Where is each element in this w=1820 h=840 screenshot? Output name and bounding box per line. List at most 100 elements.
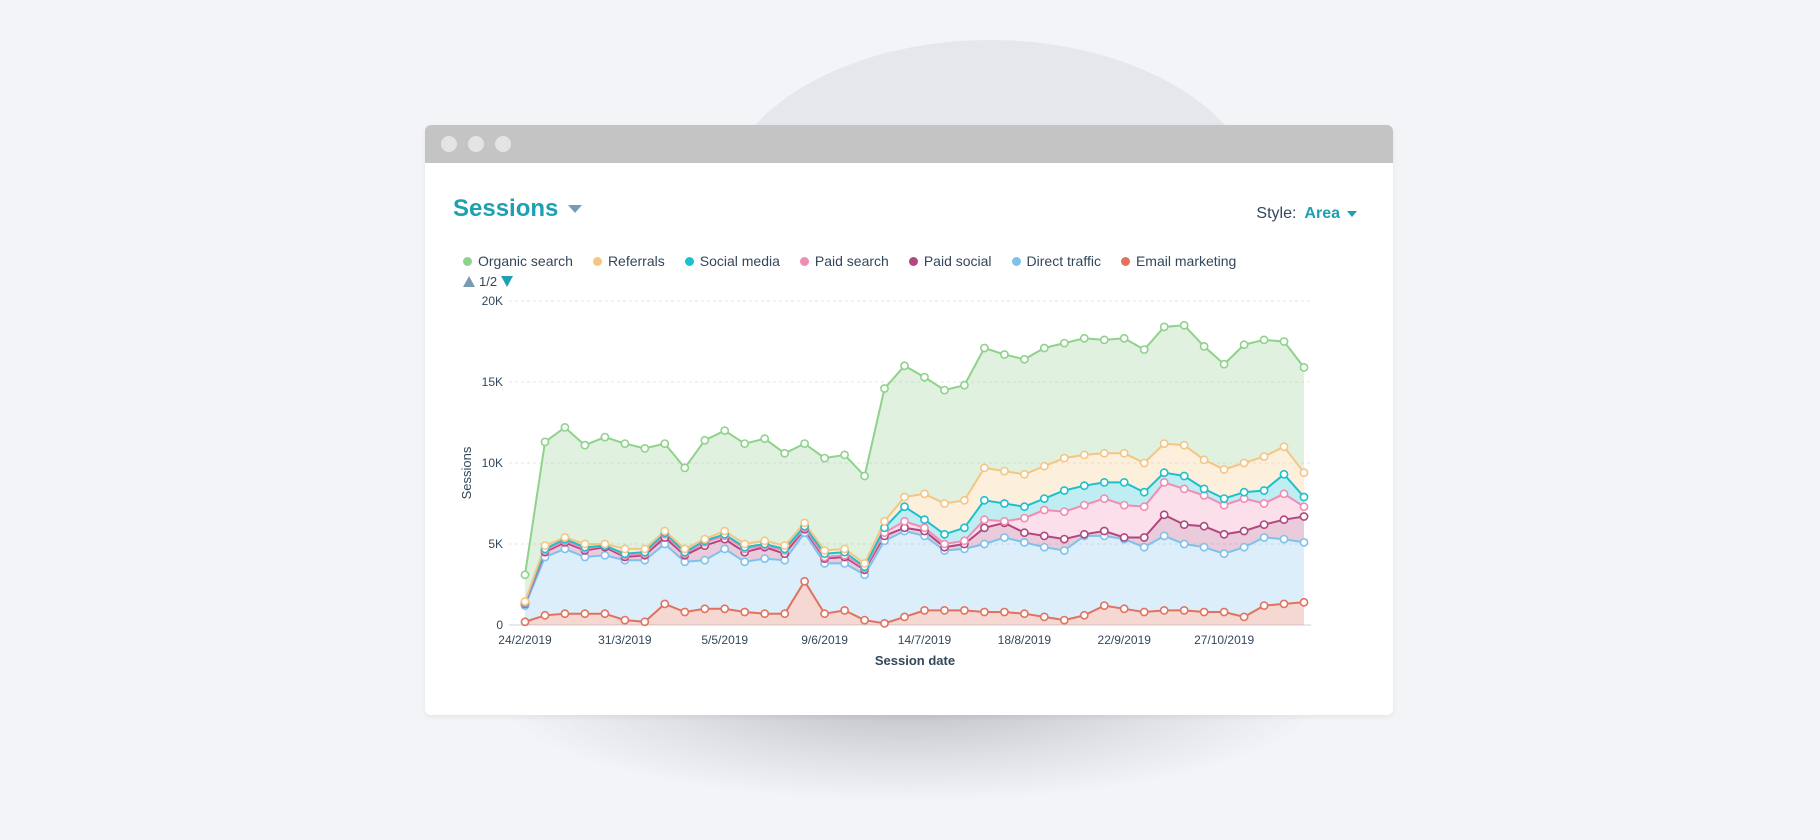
- data-point[interactable]: [1299, 362, 1309, 372]
- data-point[interactable]: [1179, 520, 1189, 529]
- data-point[interactable]: [980, 607, 989, 617]
- data-point[interactable]: [940, 529, 949, 539]
- data-point[interactable]: [920, 372, 929, 382]
- data-point[interactable]: [1179, 320, 1189, 330]
- data-point[interactable]: [1159, 477, 1169, 487]
- data-point[interactable]: [1199, 542, 1209, 552]
- data-point[interactable]: [1159, 605, 1169, 615]
- data-point[interactable]: [1279, 515, 1289, 525]
- data-point[interactable]: [1279, 599, 1289, 609]
- data-point[interactable]: [1099, 335, 1109, 345]
- data-point[interactable]: [1079, 481, 1089, 491]
- data-point[interactable]: [1159, 531, 1169, 541]
- data-point[interactable]: [540, 610, 550, 620]
- data-point[interactable]: [700, 435, 710, 445]
- data-point[interactable]: [1000, 499, 1009, 508]
- data-point[interactable]: [1259, 601, 1269, 610]
- data-point[interactable]: [880, 384, 889, 393]
- data-point[interactable]: [980, 495, 989, 505]
- data-point[interactable]: [1139, 487, 1149, 497]
- data-point[interactable]: [780, 541, 790, 550]
- data-point[interactable]: [1159, 510, 1169, 520]
- data-point[interactable]: [700, 555, 710, 565]
- data-point[interactable]: [980, 515, 989, 525]
- data-point[interactable]: [1219, 607, 1229, 617]
- data-point[interactable]: [1059, 546, 1069, 555]
- data-point[interactable]: [760, 536, 770, 546]
- data-point[interactable]: [840, 450, 849, 460]
- data-point[interactable]: [1199, 455, 1209, 465]
- data-point[interactable]: [1139, 607, 1149, 617]
- data-point[interactable]: [540, 541, 550, 550]
- data-point[interactable]: [1179, 440, 1189, 450]
- data-point[interactable]: [600, 609, 610, 619]
- data-point[interactable]: [660, 439, 670, 448]
- data-point[interactable]: [1139, 542, 1149, 552]
- data-point[interactable]: [1059, 338, 1069, 348]
- data-point[interactable]: [600, 432, 610, 442]
- data-point[interactable]: [920, 605, 929, 615]
- data-point[interactable]: [860, 615, 869, 625]
- data-point[interactable]: [1039, 494, 1049, 503]
- data-point[interactable]: [900, 516, 909, 526]
- data-point[interactable]: [760, 554, 770, 563]
- data-point[interactable]: [1000, 533, 1009, 542]
- data-point[interactable]: [1099, 448, 1109, 458]
- data-point[interactable]: [1020, 502, 1029, 512]
- data-point[interactable]: [1179, 484, 1189, 494]
- data-point[interactable]: [960, 380, 969, 390]
- data-point[interactable]: [1299, 502, 1309, 512]
- data-point[interactable]: [840, 605, 849, 615]
- data-point[interactable]: [820, 546, 829, 555]
- data-point[interactable]: [1279, 442, 1289, 452]
- data-point[interactable]: [1020, 528, 1029, 538]
- data-point[interactable]: [1000, 466, 1009, 476]
- data-point[interactable]: [1079, 333, 1089, 343]
- data-point[interactable]: [1020, 354, 1029, 364]
- data-point[interactable]: [720, 526, 730, 536]
- data-point[interactable]: [1139, 502, 1149, 512]
- data-point[interactable]: [740, 439, 750, 448]
- data-point[interactable]: [1299, 468, 1309, 478]
- data-point[interactable]: [680, 544, 690, 554]
- data-point[interactable]: [1239, 340, 1249, 350]
- data-point[interactable]: [580, 440, 590, 450]
- data-point[interactable]: [1099, 601, 1109, 610]
- data-point[interactable]: [1199, 484, 1209, 494]
- data-point[interactable]: [1299, 597, 1309, 607]
- data-point[interactable]: [680, 463, 690, 473]
- data-point[interactable]: [1219, 465, 1229, 474]
- data-point[interactable]: [940, 539, 949, 549]
- data-point[interactable]: [940, 605, 949, 615]
- data-point[interactable]: [900, 502, 909, 512]
- data-point[interactable]: [1279, 337, 1289, 346]
- data-point[interactable]: [1279, 469, 1289, 479]
- data-point[interactable]: [1059, 615, 1069, 625]
- data-point[interactable]: [1039, 612, 1049, 622]
- data-point[interactable]: [1259, 520, 1269, 529]
- data-point[interactable]: [560, 422, 570, 432]
- data-point[interactable]: [1139, 345, 1149, 354]
- data-point[interactable]: [980, 343, 989, 353]
- data-point[interactable]: [1179, 605, 1189, 615]
- legend-item-referrals[interactable]: Referrals: [592, 253, 665, 269]
- data-point[interactable]: [1119, 333, 1129, 343]
- data-point[interactable]: [760, 434, 770, 444]
- data-point[interactable]: [1020, 469, 1029, 479]
- legend-prev-page-icon[interactable]: [463, 276, 475, 287]
- data-point[interactable]: [900, 492, 909, 502]
- data-point[interactable]: [660, 599, 670, 609]
- data-point[interactable]: [1239, 612, 1249, 622]
- data-point[interactable]: [1119, 500, 1129, 510]
- data-point[interactable]: [1199, 341, 1209, 351]
- data-point[interactable]: [720, 544, 730, 554]
- data-point[interactable]: [740, 557, 750, 567]
- data-point[interactable]: [640, 617, 650, 627]
- data-point[interactable]: [1039, 531, 1049, 541]
- data-point[interactable]: [760, 609, 770, 619]
- data-point[interactable]: [960, 605, 969, 615]
- data-point[interactable]: [1079, 610, 1089, 620]
- data-point[interactable]: [1219, 494, 1229, 503]
- data-point[interactable]: [980, 523, 989, 533]
- data-point[interactable]: [820, 453, 829, 463]
